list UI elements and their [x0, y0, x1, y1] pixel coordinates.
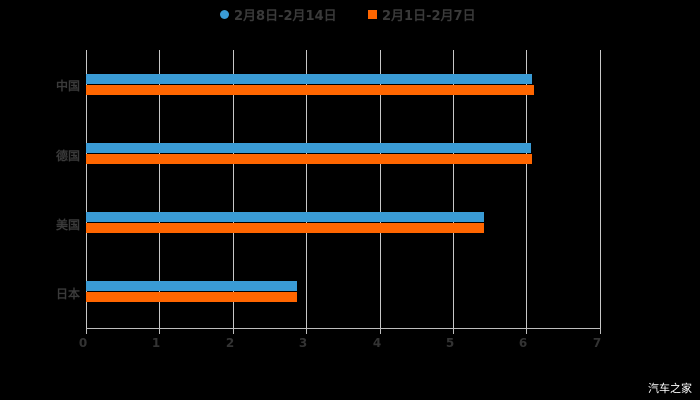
gridline — [526, 50, 527, 328]
gridline — [380, 50, 381, 328]
category-label-japan: 日本 — [55, 287, 80, 301]
bar-series-2[interactable] — [86, 85, 534, 95]
x-tick — [380, 328, 381, 334]
x-tick-label: 3 — [298, 336, 308, 350]
x-tick — [233, 328, 234, 334]
legend-square-icon — [368, 9, 377, 19]
bar-series-1[interactable] — [86, 281, 297, 291]
bar-series-1[interactable] — [86, 143, 531, 153]
gridline — [453, 50, 454, 328]
legend-circle-icon — [220, 9, 229, 19]
bar-series-2[interactable] — [86, 223, 484, 233]
legend-label: 2月8日-2月14日 — [234, 8, 337, 24]
gridline — [159, 50, 160, 328]
x-tick-label: 1 — [151, 336, 161, 350]
legend-label: 2月1日-2月7日 — [382, 8, 476, 24]
chart-legend: 2月8日-2月14日 2月1日-2月7日 — [0, 4, 700, 24]
bar-series-1[interactable] — [86, 212, 484, 222]
x-tick-label: 6 — [518, 336, 528, 350]
x-tick — [159, 328, 160, 334]
x-tick — [86, 328, 87, 334]
bar-series-1[interactable] — [86, 74, 533, 84]
gridline — [86, 50, 87, 328]
x-tick — [306, 328, 307, 334]
category-label-germany: 德国 — [55, 149, 80, 163]
gridline — [600, 50, 601, 328]
x-tick-label: 0 — [78, 336, 88, 350]
watermark: 汽车之家 — [648, 382, 692, 395]
x-tick — [600, 328, 601, 334]
x-tick-label: 4 — [372, 336, 382, 350]
category-label-china: 中国 — [55, 79, 80, 93]
x-tick — [526, 328, 527, 334]
x-tick-label: 5 — [445, 336, 455, 350]
x-axis-line — [86, 328, 601, 329]
gridline — [306, 50, 307, 328]
bar-series-2[interactable] — [86, 292, 297, 302]
category-label-usa: 美国 — [55, 218, 80, 232]
gridline — [233, 50, 234, 328]
legend-item-series-2[interactable]: 2月1日-2月7日 — [368, 4, 476, 24]
x-tick — [453, 328, 454, 334]
x-tick-label: 2 — [225, 336, 235, 350]
x-tick-label: 7 — [592, 336, 602, 350]
bar-series-2[interactable] — [86, 154, 533, 164]
legend-item-series-1[interactable]: 2月8日-2月14日 — [220, 4, 337, 24]
